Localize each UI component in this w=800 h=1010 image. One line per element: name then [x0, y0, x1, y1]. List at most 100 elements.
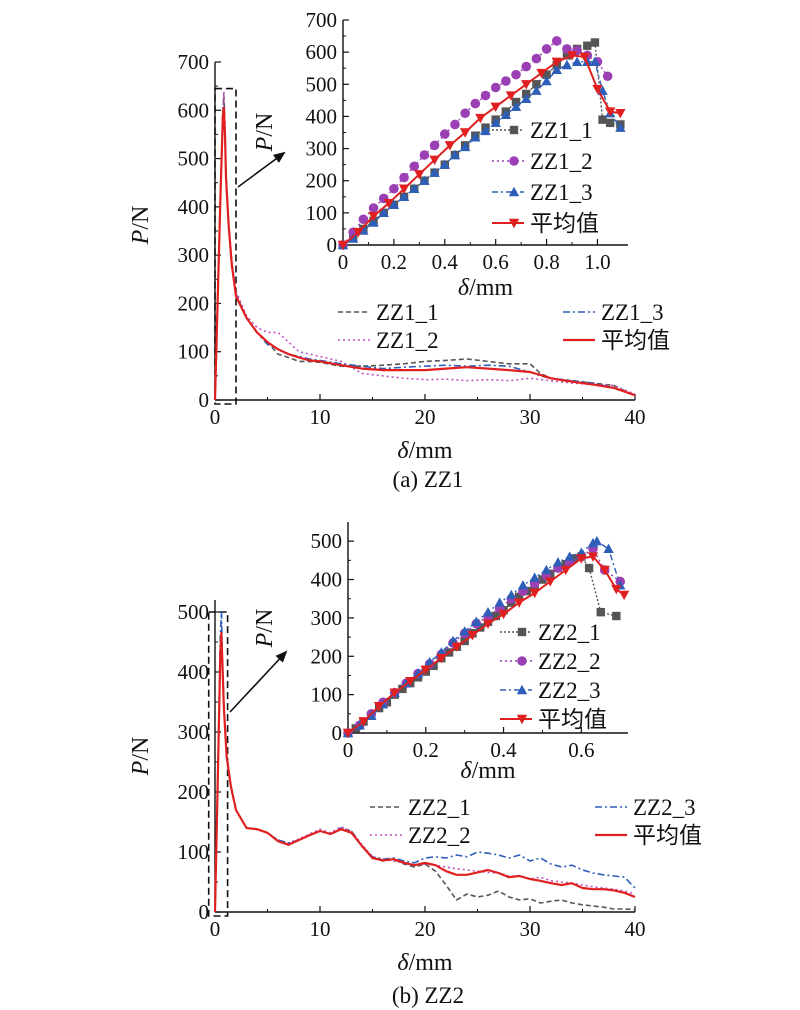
y-tick-label: 600 — [306, 40, 338, 64]
data-point — [444, 141, 456, 151]
data-point — [538, 575, 547, 584]
legend-label: ZZ1_1 — [376, 300, 439, 325]
data-point — [501, 76, 511, 86]
y-tick-label: 700 — [178, 50, 210, 74]
zoom-arrow-a — [237, 151, 286, 188]
x-tick-label: 40 — [625, 917, 646, 941]
legend-label: ZZ2_2 — [538, 649, 601, 674]
data-point — [612, 611, 621, 621]
data-point — [475, 113, 486, 124]
data-point — [467, 630, 478, 641]
data-point — [490, 117, 501, 128]
data-point — [596, 607, 605, 617]
data-point — [615, 109, 626, 119]
y-tick-label: 0 — [199, 388, 210, 412]
legend-label: ZZ1_3 — [601, 300, 664, 325]
data-point — [532, 80, 541, 89]
legend-marker — [517, 656, 527, 666]
x-tick-label: 0 — [210, 917, 221, 941]
data-point — [591, 535, 603, 546]
y-tick-label: 500 — [178, 147, 210, 171]
legend-marker — [508, 218, 520, 229]
data-point — [541, 75, 552, 86]
data-point — [482, 619, 494, 629]
y-tick-label: 700 — [306, 8, 338, 32]
data-point — [368, 217, 379, 227]
y-tick-label: 0 — [332, 721, 343, 745]
data-point — [541, 44, 552, 54]
data-point — [598, 115, 607, 124]
zoom-region-box — [214, 87, 237, 405]
legend: ZZ2_1 ZZ2_2 ZZ2_3 平均值 — [500, 620, 607, 732]
data-point — [412, 668, 424, 678]
legend-marker — [509, 156, 519, 166]
data-point — [599, 565, 610, 576]
legend-marker — [517, 627, 527, 637]
data-point — [480, 125, 491, 136]
data-point — [592, 84, 603, 95]
data-point — [449, 149, 461, 160]
data-point — [579, 52, 590, 63]
data-point — [470, 98, 481, 109]
x-tick-label: 0 — [343, 738, 354, 762]
data-point — [551, 57, 562, 67]
x-tick-label: 0.8 — [533, 250, 559, 274]
y-tick-label: 100 — [178, 840, 210, 864]
y-axis-label: P/N — [128, 206, 154, 246]
y-tick-label: 600 — [178, 98, 210, 122]
x-tick-label: 0 — [338, 250, 349, 274]
data-point — [510, 101, 522, 111]
data-point — [531, 85, 542, 95]
y-tick-label: 200 — [306, 169, 338, 193]
data-point — [536, 68, 547, 79]
y-tick-label: 400 — [178, 195, 210, 219]
data-point — [490, 102, 501, 112]
caption-b: (b) ZZ2 — [392, 983, 464, 1008]
y-tick-label: 400 — [178, 660, 210, 684]
x-tick-label: 1.0 — [584, 250, 610, 274]
data-point — [531, 53, 542, 64]
data-point — [551, 36, 562, 46]
legend-label: ZZ1_2 — [376, 328, 439, 353]
data-point — [368, 203, 379, 213]
data-point — [603, 543, 614, 554]
data-point — [409, 161, 420, 172]
x-tick-label: 30 — [520, 917, 541, 941]
series-line-ZZ2_1 — [214, 641, 636, 913]
data-point — [368, 211, 379, 222]
x-tick-label: 10 — [310, 917, 331, 941]
y-axis-label: P/N — [252, 609, 278, 649]
data-point — [459, 141, 471, 152]
data-point — [389, 688, 400, 698]
series-line-平均值 — [213, 106, 636, 401]
data-point — [494, 597, 505, 607]
legend: ZZ1_1 ZZ1_2 ZZ1_3 平均值 — [338, 300, 670, 353]
data-point — [587, 552, 599, 562]
data-point — [571, 56, 583, 66]
legend-label: 平均值 — [601, 328, 670, 353]
legend-label: ZZ2_1 — [538, 620, 601, 645]
data-point — [513, 598, 525, 608]
data-point — [429, 140, 440, 151]
y-tick-label: 400 — [311, 568, 343, 592]
data-point — [429, 167, 440, 177]
x-tick-label: 40 — [625, 405, 646, 429]
series-line-ZZ1_2 — [214, 90, 636, 401]
y-tick-label: 300 — [311, 606, 343, 630]
data-point — [388, 199, 400, 210]
x-tick-label: 0.4 — [490, 738, 517, 762]
data-point — [506, 589, 517, 600]
data-point — [566, 51, 578, 61]
legend-label: ZZ1_1 — [530, 118, 593, 143]
data-point — [505, 91, 517, 101]
data-point — [399, 172, 409, 183]
legend: ZZ1_1 ZZ1_2 ZZ1_3 平均值 — [492, 118, 599, 236]
data-point — [419, 150, 430, 160]
data-point — [482, 606, 494, 617]
data-point — [471, 616, 482, 626]
data-point — [618, 590, 630, 601]
x-tick-label: 0.6 — [483, 250, 509, 274]
chart-zz1_inset: 0 100 200 300 400 500 600 700 0 0.2 0.4 0.6 0.8 1.0 P/… — [252, 8, 628, 301]
